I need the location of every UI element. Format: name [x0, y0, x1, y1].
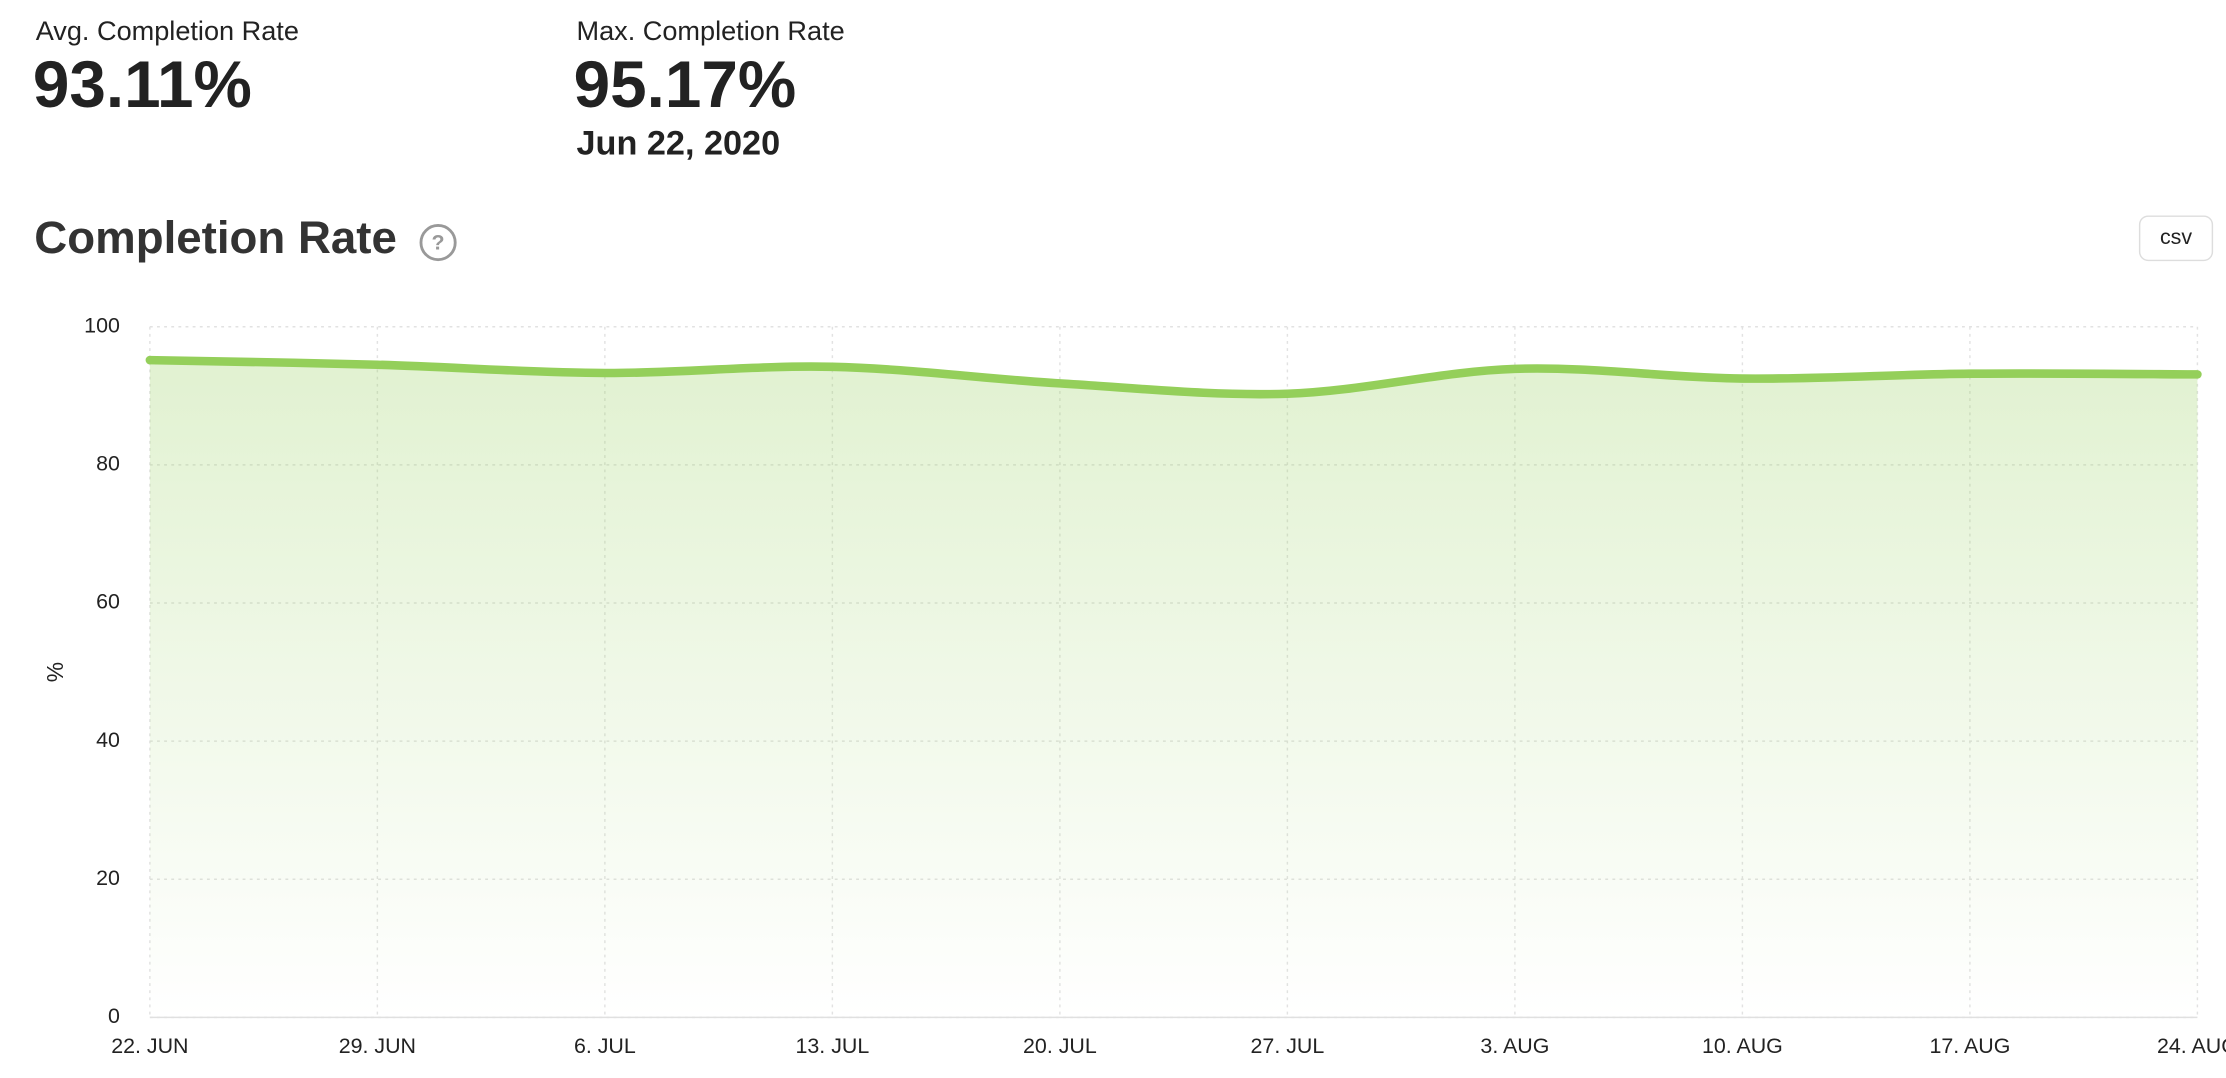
stat-value: 93.11%: [33, 48, 252, 121]
x-tick-label: 3. AUG: [1480, 1034, 1549, 1058]
chart-title: Completion Rate: [34, 212, 397, 263]
button-label[interactable]: csv: [2160, 225, 2192, 249]
stat-date: Jun 22, 2020: [576, 125, 780, 163]
area-fill: [149, 360, 2198, 1018]
x-tick-label: 29. JUN: [339, 1034, 416, 1058]
stat-value: 95.17%: [574, 48, 797, 121]
x-tick-label: 20. JUL: [1023, 1034, 1097, 1058]
x-tick-label: 24. AUG: [2157, 1034, 2226, 1058]
svg-text:?: ?: [432, 231, 445, 255]
x-tick-label: 10. AUG: [1702, 1034, 1783, 1058]
x-tick-label: 13. JUL: [796, 1034, 870, 1058]
stat-label: Avg. Completion Rate: [36, 15, 299, 46]
stat-label: Max. Completion Rate: [576, 15, 844, 46]
help-icon[interactable]: ?: [419, 224, 457, 262]
x-tick-label: 27. JUL: [1251, 1034, 1325, 1058]
csv-button[interactable]: csv: [2138, 215, 2214, 262]
y-tick-label: 100: [84, 313, 120, 337]
y-tick-label: 80: [96, 452, 120, 476]
x-tick-label: 6. JUL: [574, 1034, 636, 1058]
y-tick-label: 20: [96, 866, 120, 890]
y-tick-label: 60: [96, 590, 120, 614]
y-tick-label: 0: [108, 1004, 120, 1028]
line: [145, 355, 2202, 399]
x-tick-label: 22. JUN: [111, 1034, 188, 1058]
x-tick-label: 17. AUG: [1929, 1034, 2010, 1058]
y-axis-label: %: [42, 662, 68, 682]
y-tick-label: 40: [96, 728, 120, 752]
